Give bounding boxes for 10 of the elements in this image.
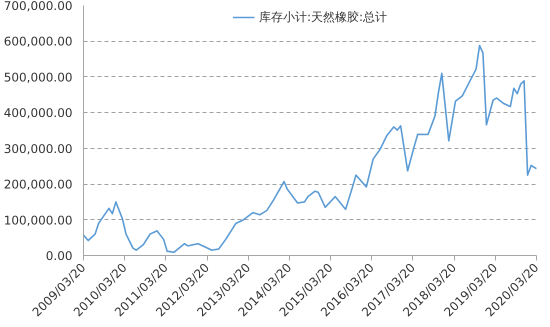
y-tick-label: 700,000.00 (4, 0, 73, 13)
line-series (84, 44, 536, 254)
y-tick-label: 200,000.00 (4, 178, 73, 192)
y-tick-label: 100,000.00 (4, 213, 73, 228)
y-tick-label: 500,000.00 (4, 70, 73, 84)
legend-label: 库存小计:天然橡胶:总计 (258, 8, 388, 26)
y-tick-label: 400,000.00 (4, 106, 73, 120)
y-tick-label: 600,000.00 (4, 34, 73, 49)
y-tick-label: 300,000.00 (4, 142, 73, 156)
y-tick-label: 0.00 (46, 249, 72, 263)
